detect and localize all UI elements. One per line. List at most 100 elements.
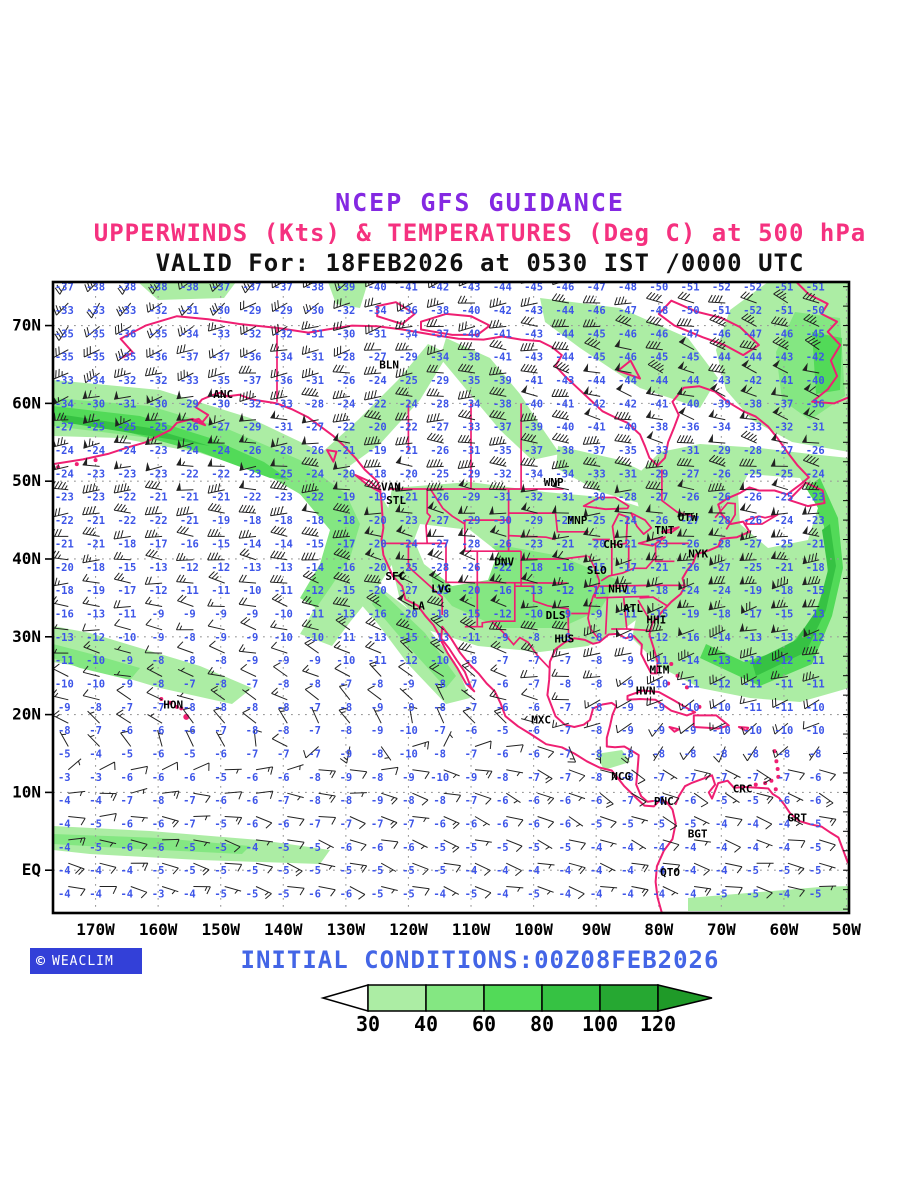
svg-text:-25: -25 — [743, 562, 762, 574]
svg-text:-29: -29 — [649, 468, 668, 480]
y-axis-tick-label: 10N — [12, 782, 41, 801]
svg-text:-24: -24 — [336, 398, 355, 410]
svg-text:-7: -7 — [465, 679, 478, 691]
svg-text:-44: -44 — [712, 352, 731, 364]
svg-text:-18: -18 — [55, 585, 74, 597]
svg-text:-5: -5 — [308, 865, 321, 877]
svg-text:-37: -37 — [243, 282, 262, 294]
svg-text:-21: -21 — [399, 492, 418, 504]
svg-text:-13: -13 — [55, 632, 74, 644]
svg-text:-10: -10 — [86, 679, 105, 691]
station-label: PNC — [654, 795, 674, 808]
svg-text:-4: -4 — [621, 842, 634, 854]
svg-text:-28: -28 — [462, 538, 481, 550]
svg-text:-8: -8 — [590, 632, 603, 644]
svg-text:-37: -37 — [524, 445, 543, 457]
svg-text:-4: -4 — [590, 842, 603, 854]
svg-text:-5: -5 — [496, 725, 509, 737]
svg-text:-7: -7 — [120, 795, 133, 807]
svg-text:-36: -36 — [117, 328, 136, 340]
svg-text:-47: -47 — [587, 282, 606, 294]
svg-text:-25: -25 — [774, 538, 793, 550]
svg-text:-22: -22 — [305, 492, 324, 504]
svg-text:-15: -15 — [305, 538, 324, 550]
svg-text:-5: -5 — [152, 865, 165, 877]
svg-text:-30: -30 — [336, 328, 355, 340]
svg-text:-12: -12 — [180, 562, 199, 574]
svg-text:-32: -32 — [149, 375, 168, 387]
svg-text:-10: -10 — [430, 655, 449, 667]
svg-text:-13: -13 — [712, 655, 731, 667]
svg-text:-21: -21 — [86, 515, 105, 527]
colorbar-segment — [483, 984, 543, 1012]
svg-text:-4: -4 — [684, 842, 697, 854]
svg-text:-11: -11 — [806, 679, 825, 691]
svg-text:-5: -5 — [527, 842, 540, 854]
svg-text:-30: -30 — [305, 305, 324, 317]
svg-text:-3: -3 — [152, 889, 165, 901]
svg-text:-32: -32 — [493, 468, 512, 480]
svg-text:-18: -18 — [305, 515, 324, 527]
svg-text:-34: -34 — [274, 352, 293, 364]
svg-text:-38: -38 — [180, 282, 199, 294]
svg-text:-6: -6 — [809, 795, 822, 807]
svg-text:-8: -8 — [246, 725, 259, 737]
svg-text:-6: -6 — [340, 842, 353, 854]
svg-text:-7: -7 — [778, 772, 791, 784]
svg-text:-27: -27 — [743, 538, 762, 550]
station-label: CRC — [733, 783, 753, 796]
svg-text:-26: -26 — [180, 422, 199, 434]
svg-text:-10: -10 — [712, 702, 731, 714]
svg-text:-8: -8 — [433, 749, 446, 761]
svg-text:-33: -33 — [180, 375, 199, 387]
svg-text:-11: -11 — [649, 655, 668, 667]
svg-text:-33: -33 — [462, 422, 481, 434]
svg-text:-42: -42 — [618, 398, 637, 410]
svg-text:-41: -41 — [524, 375, 543, 387]
station-label: DLS — [546, 609, 566, 622]
svg-text:-12: -12 — [211, 562, 230, 574]
svg-text:-8: -8 — [527, 632, 540, 644]
svg-text:-5: -5 — [433, 865, 446, 877]
initial-conditions-line: INITIAL CONDITIONS:00Z08FEB2026 — [240, 946, 720, 974]
svg-text:-18: -18 — [243, 515, 262, 527]
svg-text:-18: -18 — [774, 585, 793, 597]
svg-text:-36: -36 — [149, 352, 168, 364]
svg-text:-7: -7 — [183, 679, 196, 691]
station-label: NHV — [608, 583, 628, 596]
svg-text:-22: -22 — [117, 492, 136, 504]
svg-text:-44: -44 — [555, 305, 574, 317]
svg-text:-25: -25 — [86, 422, 105, 434]
svg-text:-34: -34 — [180, 328, 199, 340]
svg-text:-7: -7 — [277, 795, 290, 807]
svg-text:-4: -4 — [559, 865, 572, 877]
svg-text:-32: -32 — [243, 398, 262, 410]
svg-text:-9: -9 — [152, 632, 165, 644]
svg-text:-22: -22 — [149, 515, 168, 527]
svg-text:-15: -15 — [774, 609, 793, 621]
station-label: BLN — [379, 359, 399, 372]
svg-text:-45: -45 — [587, 328, 606, 340]
svg-text:-38: -38 — [117, 282, 136, 294]
svg-text:-31: -31 — [462, 445, 481, 457]
svg-text:-11: -11 — [274, 585, 293, 597]
svg-text:-5: -5 — [89, 842, 102, 854]
svg-text:-13: -13 — [368, 632, 387, 644]
svg-text:-21: -21 — [336, 445, 355, 457]
svg-text:-18: -18 — [274, 515, 293, 527]
colorbar-segment — [541, 984, 601, 1012]
svg-text:-23: -23 — [243, 468, 262, 480]
svg-text:-15: -15 — [399, 632, 418, 644]
svg-text:-28: -28 — [336, 352, 355, 364]
svg-text:-37: -37 — [211, 282, 230, 294]
svg-text:-34: -34 — [555, 468, 574, 480]
svg-text:-38: -38 — [149, 282, 168, 294]
svg-text:-23: -23 — [806, 515, 825, 527]
svg-text:-7: -7 — [120, 702, 133, 714]
svg-text:-21: -21 — [555, 538, 574, 550]
svg-text:-23: -23 — [86, 492, 105, 504]
svg-text:-14: -14 — [305, 562, 324, 574]
svg-text:-33: -33 — [55, 375, 74, 387]
svg-text:-8: -8 — [308, 679, 321, 691]
svg-text:-9: -9 — [652, 702, 665, 714]
